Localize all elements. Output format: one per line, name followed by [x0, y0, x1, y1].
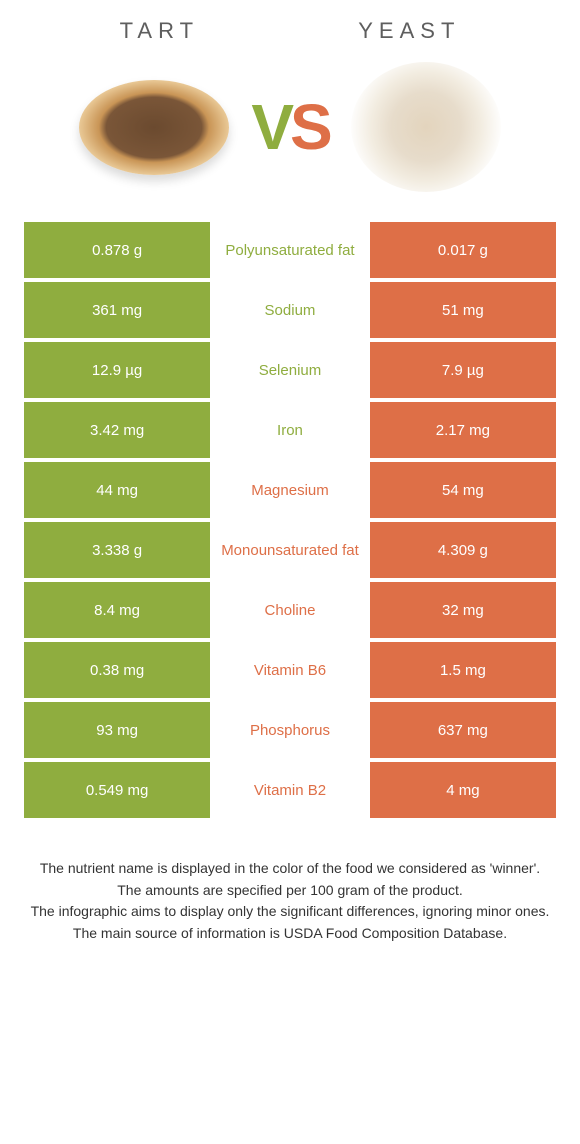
nutrient-label: Vitamin B2 — [210, 762, 370, 818]
tart-image — [69, 62, 239, 192]
nutrient-label: Vitamin B6 — [210, 642, 370, 698]
vs-letter-s: S — [290, 91, 329, 163]
table-row: 361 mgSodium51 mg — [24, 282, 556, 338]
table-row: 0.38 mgVitamin B61.5 mg — [24, 642, 556, 698]
tart-value: 12.9 µg — [24, 342, 210, 398]
footer-line: The infographic aims to display only the… — [28, 901, 552, 923]
tart-value: 0.38 mg — [24, 642, 210, 698]
table-row: 44 mgMagnesium54 mg — [24, 462, 556, 518]
tart-value: 361 mg — [24, 282, 210, 338]
nutrient-label: Polyunsaturated fat — [210, 222, 370, 278]
vs-letter-v: V — [251, 91, 290, 163]
tart-value: 93 mg — [24, 702, 210, 758]
tart-value: 44 mg — [24, 462, 210, 518]
tart-value: 8.4 mg — [24, 582, 210, 638]
yeast-image — [341, 62, 511, 192]
nutrient-label: Monounsaturated fat — [210, 522, 370, 578]
nutrient-label: Magnesium — [210, 462, 370, 518]
yeast-value: 4 mg — [370, 762, 556, 818]
nutrient-label: Choline — [210, 582, 370, 638]
yeast-value: 0.017 g — [370, 222, 556, 278]
nutrient-label: Sodium — [210, 282, 370, 338]
table-row: 3.42 mgIron2.17 mg — [24, 402, 556, 458]
table-row: 0.878 gPolyunsaturated fat0.017 g — [24, 222, 556, 278]
table-row: 8.4 mgCholine32 mg — [24, 582, 556, 638]
footer-line: The main source of information is USDA F… — [28, 923, 552, 945]
yeast-value: 4.309 g — [370, 522, 556, 578]
table-row: 0.549 mgVitamin B24 mg — [24, 762, 556, 818]
header-row: Tart Yeast — [0, 0, 580, 52]
right-food-title: Yeast — [358, 18, 460, 44]
yeast-value: 7.9 µg — [370, 342, 556, 398]
yeast-icon — [351, 62, 501, 192]
tart-value: 0.549 mg — [24, 762, 210, 818]
yeast-value: 637 mg — [370, 702, 556, 758]
table-row: 93 mgPhosphorus637 mg — [24, 702, 556, 758]
nutrient-label: Iron — [210, 402, 370, 458]
tart-icon — [79, 80, 229, 175]
footer-line: The amounts are specified per 100 gram o… — [28, 880, 552, 902]
table-row: 3.338 gMonounsaturated fat4.309 g — [24, 522, 556, 578]
nutrition-table: 0.878 gPolyunsaturated fat0.017 g361 mgS… — [0, 222, 580, 818]
vs-label: VS — [251, 90, 328, 164]
footer-line: The nutrient name is displayed in the co… — [28, 858, 552, 880]
footer-notes: The nutrient name is displayed in the co… — [0, 822, 580, 969]
nutrient-label: Selenium — [210, 342, 370, 398]
tart-value: 0.878 g — [24, 222, 210, 278]
images-row: VS — [0, 52, 580, 222]
left-food-title: Tart — [120, 18, 199, 44]
nutrient-label: Phosphorus — [210, 702, 370, 758]
tart-value: 3.42 mg — [24, 402, 210, 458]
yeast-value: 1.5 mg — [370, 642, 556, 698]
tart-value: 3.338 g — [24, 522, 210, 578]
yeast-value: 54 mg — [370, 462, 556, 518]
table-row: 12.9 µgSelenium7.9 µg — [24, 342, 556, 398]
yeast-value: 51 mg — [370, 282, 556, 338]
yeast-value: 32 mg — [370, 582, 556, 638]
yeast-value: 2.17 mg — [370, 402, 556, 458]
